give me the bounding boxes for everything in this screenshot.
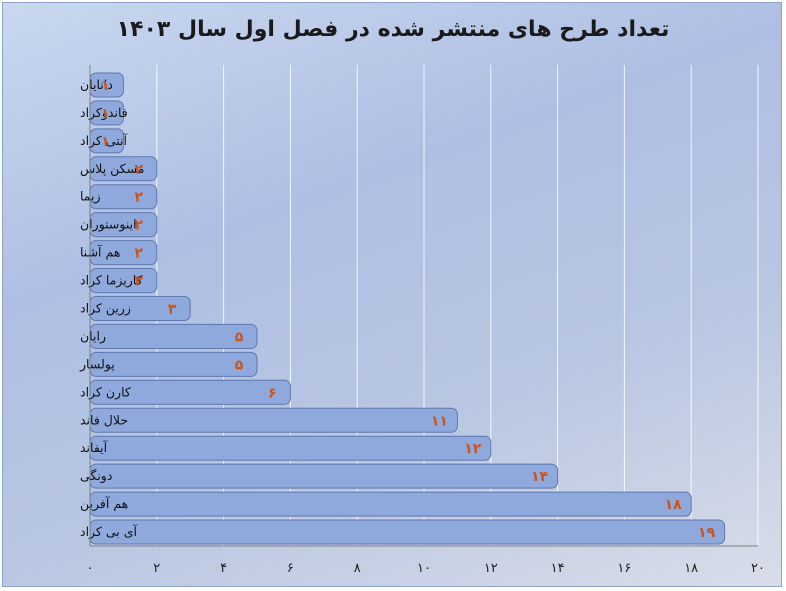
data-label: ۲: [135, 218, 144, 234]
bar: [89, 435, 492, 461]
data-label: ۲: [135, 274, 144, 290]
x-tick-label: ۶: [287, 561, 294, 576]
data-label: ۱: [101, 106, 110, 122]
category-label: هم آشنا: [80, 245, 120, 261]
bar: [89, 351, 258, 377]
x-tick-label: ۲: [153, 561, 160, 576]
data-label: ۳: [168, 302, 177, 318]
x-tick-label: ۱۰: [417, 561, 431, 576]
category-label: کاریزما کراد: [80, 273, 143, 289]
category-label: آنتی کراد: [80, 133, 128, 149]
category-label: دونگی: [80, 468, 112, 484]
category-label: کارن کراد: [80, 384, 131, 400]
x-tick-label: ۱۴: [551, 561, 565, 576]
x-tick-label: ۱۲: [484, 561, 498, 576]
x-tick-label: ۲۰: [751, 561, 765, 576]
category-label: اینوستوران: [80, 217, 137, 233]
bar: [89, 491, 692, 517]
chart-title: تعداد طرح های منتشر شده در فصل اول سال ۱…: [116, 17, 670, 42]
data-label: ۱: [101, 78, 110, 94]
x-tick-label: ۱۶: [617, 561, 631, 576]
data-label: ۱۹: [698, 525, 716, 541]
category-label: هم آفرین: [80, 496, 128, 512]
bar: [89, 463, 559, 489]
x-tick-label: ۱۸: [684, 561, 698, 576]
category-label: حلال فاند: [80, 412, 128, 427]
data-label: ۱۲: [464, 441, 482, 457]
x-tick-label: ۸: [354, 561, 361, 576]
data-label: ۶: [268, 385, 277, 401]
category-label: زرین کراد: [80, 301, 131, 317]
data-label: ۱: [101, 134, 110, 150]
category-label: مسکن پلاس: [80, 161, 144, 177]
x-tick-label: ۰: [87, 561, 94, 576]
data-label: ۱۴: [531, 469, 549, 485]
category-label: آی بی کراد: [80, 524, 138, 540]
category-label: دانایان: [80, 77, 113, 92]
category-label: فاندوکراد: [80, 105, 128, 121]
x-tick-label: ۴: [220, 561, 227, 576]
category-label: پولسار: [79, 356, 115, 372]
bar: [89, 519, 726, 545]
data-label: ۱۸: [665, 497, 683, 513]
category-label: آیفاند: [80, 440, 108, 455]
data-label: ۵: [235, 357, 244, 373]
data-label: ۲: [135, 190, 144, 206]
bar: [89, 323, 258, 349]
data-label: ۲: [135, 246, 144, 262]
data-label: ۲: [135, 162, 144, 178]
bar: [89, 407, 458, 433]
data-label: ۵: [235, 329, 244, 345]
category-label: رایان: [80, 328, 106, 344]
data-label: ۱۱: [431, 413, 448, 429]
